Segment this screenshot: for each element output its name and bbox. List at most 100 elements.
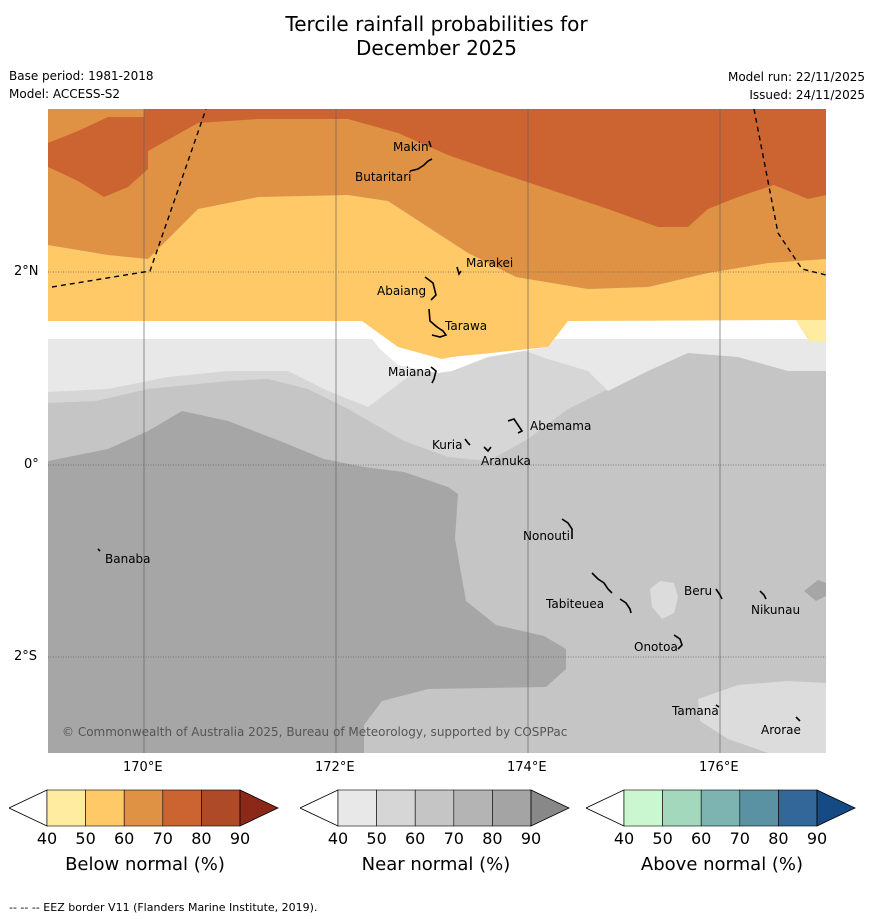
island-nonouti xyxy=(561,518,573,539)
zone-near-normal-patch-southeast xyxy=(698,681,826,753)
label-arorae: Arorae xyxy=(761,723,801,737)
model-run: Model run: 22/11/2025 xyxy=(727,70,865,84)
island-kuria xyxy=(464,438,471,446)
label-abaiang: Abaiang xyxy=(377,284,426,298)
above-normal-colorbar-tick: 50 xyxy=(652,829,673,848)
above-normal-colorbar xyxy=(586,789,856,827)
island-makin xyxy=(428,140,432,148)
lon-label-174e: 174°E xyxy=(507,760,547,775)
above-normal-colorbar-tick: 80 xyxy=(768,829,789,848)
above-normal-colorbar-bin-80-90 xyxy=(778,789,818,827)
above-normal-colorbar-high-extend xyxy=(816,789,856,827)
near-normal-colorbar-tick: 70 xyxy=(443,829,464,848)
island-tamana xyxy=(715,704,720,708)
lat-label-2n: 2°N xyxy=(14,264,39,279)
below-normal-colorbar-high-extend xyxy=(239,789,279,827)
near-normal-colorbar-tick: 80 xyxy=(482,829,503,848)
near-normal-colorbar xyxy=(300,789,570,827)
label-marakei: Marakei xyxy=(466,256,513,270)
near-normal-colorbar-bin-80-90 xyxy=(492,789,532,827)
near-normal-colorbar-high-extend xyxy=(530,789,570,827)
label-nonouti: Nonouti xyxy=(523,529,570,543)
island-tabiteuea xyxy=(591,572,632,614)
below-normal-colorbar-tick: 80 xyxy=(191,829,212,848)
below-normal-colorbar-bin-40-50 xyxy=(46,789,86,827)
below-normal-colorbar-tick: 50 xyxy=(75,829,96,848)
label-banaba: Banaba xyxy=(105,552,151,566)
island-marakei xyxy=(456,266,462,276)
island-beru xyxy=(715,588,723,600)
copyright-notice: © Commonwealth of Australia 2025, Bureau… xyxy=(62,725,567,739)
label-onotoa: Onotoa xyxy=(634,640,678,654)
near-normal-colorbar-tick: 40 xyxy=(327,829,349,848)
island-banaba xyxy=(97,548,101,552)
near-normal-colorbar-label: Near normal (%) xyxy=(361,854,511,875)
island-abemama xyxy=(507,418,524,434)
above-normal-colorbar-tick: 60 xyxy=(691,829,712,848)
label-abemama: Abemama xyxy=(530,419,591,433)
zone-below-normal-70-80-west xyxy=(48,133,148,197)
model-name: Model: ACCESS-S2 xyxy=(9,87,121,101)
island-aranuka xyxy=(483,446,492,453)
above-normal-colorbar-label: Above normal (%) xyxy=(640,854,804,875)
island-butaritari xyxy=(409,158,433,172)
zone-near-normal-patch-beru xyxy=(650,581,678,619)
below-normal-colorbar-bin-70-80 xyxy=(162,789,202,827)
near-normal-colorbar-tick: 90 xyxy=(520,829,542,848)
label-kuria: Kuria xyxy=(432,438,463,452)
map-title-line2: December 2025 xyxy=(356,36,517,60)
label-tabiteuea: Tabiteuea xyxy=(545,597,604,611)
below-normal-colorbar-tick: 40 xyxy=(36,829,58,848)
island-onotoa xyxy=(673,634,683,650)
below-normal-colorbar-bin-50-60 xyxy=(85,789,125,827)
above-normal-colorbar-bin-60-70 xyxy=(700,789,741,827)
lon-label-172e: 172°E xyxy=(315,760,355,775)
above-normal-colorbar-tick: 40 xyxy=(613,829,635,848)
lon-label-176e: 176°E xyxy=(699,760,739,775)
zone-below-normal-50-60 xyxy=(48,195,826,359)
islands xyxy=(97,140,801,722)
below-normal-colorbar-label: Below normal (%) xyxy=(65,854,225,875)
eez-border-west xyxy=(51,109,207,288)
above-normal-colorbar-tick: 70 xyxy=(729,829,750,848)
island-maiana xyxy=(430,366,437,384)
zone-below-normal-70-80 xyxy=(48,109,826,227)
below-normal-colorbar-bin-60-70 xyxy=(123,789,164,827)
zone-near-normal-70-80 xyxy=(48,411,566,753)
above-normal-colorbar-bin-50-60 xyxy=(662,789,702,827)
rainfall-probability-map: Makin Butaritari Marakei Abaiang Tarawa … xyxy=(48,109,826,753)
near-normal-colorbar-bin-70-80 xyxy=(453,789,493,827)
lat-label-2s: 2°S xyxy=(14,649,38,664)
eez-border-east xyxy=(753,109,826,276)
gridlines xyxy=(48,109,826,753)
below-normal-colorbar-tick: 60 xyxy=(114,829,135,848)
zone-near-normal-patch-east xyxy=(804,580,826,601)
near-normal-colorbar-low-extend xyxy=(300,789,339,827)
lon-label-170e: 170°E xyxy=(123,760,163,775)
label-beru: Beru xyxy=(684,584,712,598)
below-normal-colorbar xyxy=(9,789,279,827)
above-normal-colorbar-bin-40-50 xyxy=(623,789,663,827)
place-labels: Makin Butaritari Marakei Abaiang Tarawa … xyxy=(105,140,801,737)
label-makin: Makin xyxy=(393,140,429,154)
near-normal-colorbar-bin-60-70 xyxy=(414,789,455,827)
zone-below-normal-40-50 xyxy=(796,320,826,341)
above-normal-colorbar-tick: 90 xyxy=(806,829,828,848)
label-butaritari: Butaritari xyxy=(355,170,412,184)
above-normal-colorbar-low-extend xyxy=(586,789,625,827)
map-title-line1: Tercile rainfall probabilities for xyxy=(285,12,588,36)
eez-footnote: -- -- -- EEZ border V11 (Flanders Marine… xyxy=(9,901,318,914)
below-normal-colorbar-bin-80-90 xyxy=(201,789,241,827)
label-tarawa: Tarawa xyxy=(444,319,487,333)
near-normal-colorbar-tick: 60 xyxy=(405,829,426,848)
lat-label-0: 0° xyxy=(24,457,39,472)
below-normal-colorbar-low-extend xyxy=(9,789,48,827)
island-tarawa xyxy=(428,308,448,338)
near-normal-colorbar-bin-40-50 xyxy=(337,789,377,827)
label-aranuka: Aranuka xyxy=(481,454,531,468)
below-normal-colorbar-tick: 70 xyxy=(152,829,173,848)
island-nikunau xyxy=(759,590,767,600)
zone-near-normal-40-50 xyxy=(48,331,826,407)
label-nikunau: Nikunau xyxy=(751,603,800,617)
below-normal-colorbar-tick: 90 xyxy=(229,829,251,848)
